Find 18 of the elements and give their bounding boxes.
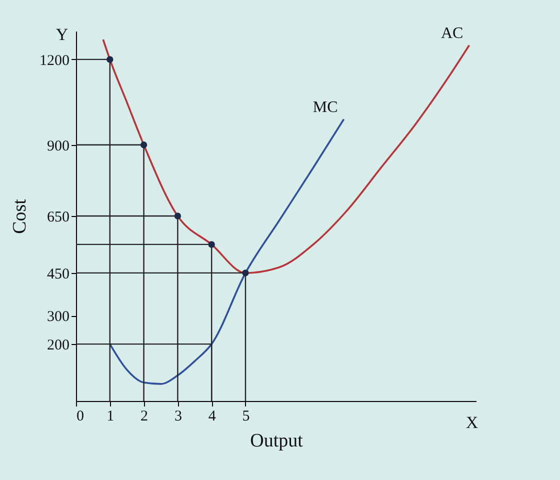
series-label: MC bbox=[312, 99, 338, 116]
x-tick-label: 5 bbox=[242, 408, 250, 424]
x-axis-title: Output bbox=[250, 430, 304, 452]
x-tick-label: 3 bbox=[174, 408, 182, 424]
y-axis-title: Cost bbox=[10, 198, 30, 234]
text: X bbox=[466, 413, 478, 432]
y-tick-label: 900 bbox=[47, 138, 70, 154]
text: Y bbox=[56, 25, 68, 44]
x-tick-label: 0 bbox=[76, 408, 84, 424]
y-tick-label: 300 bbox=[47, 309, 70, 326]
y-tick-label: 1200 bbox=[40, 52, 70, 69]
x-tick-label: 1 bbox=[106, 408, 114, 424]
x-tick-label: 4 bbox=[208, 408, 216, 424]
y-tick-label: 450 bbox=[47, 266, 70, 282]
series-label: AC bbox=[440, 25, 464, 42]
y-tick-label: 650 bbox=[47, 210, 70, 226]
x-tick-label: 2 bbox=[140, 408, 148, 424]
y-tick-label: 200 bbox=[47, 338, 70, 354]
